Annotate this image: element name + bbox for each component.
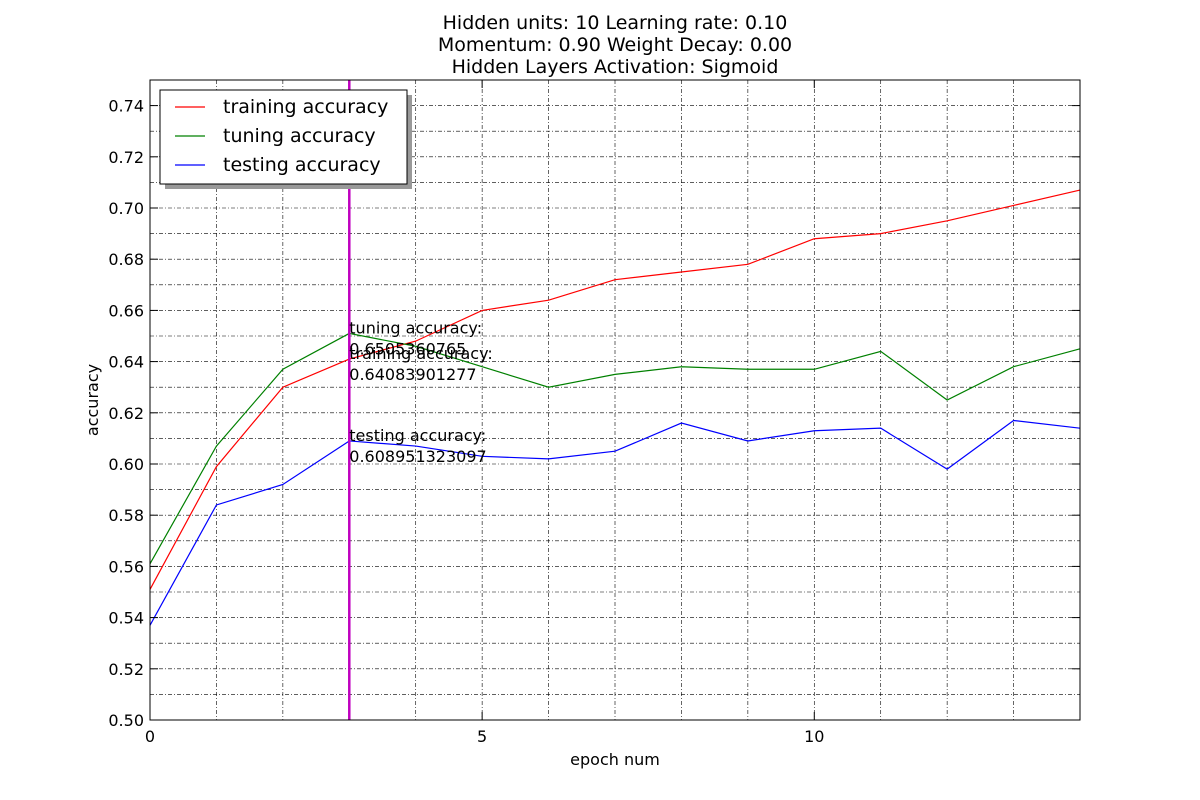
annotation-line: 0.64083901277 [349,365,476,384]
annotation-line: tuning accuracy: [349,318,482,337]
x-tick-label: 0 [145,727,155,746]
chart-title: Hidden units: 10 Learning rate: 0.10 Mom… [438,12,792,78]
y-tick-label: 0.62 [108,404,144,423]
y-tick-label: 0.50 [108,711,144,730]
annotation-text: training accuracy: 0.64083901277 [349,344,492,384]
y-tick-label: 0.72 [108,148,144,167]
legend-box [159,89,408,185]
y-tick-label: 0.52 [108,660,144,679]
series-lines [149,189,1081,626]
x-tick-label: 10 [804,727,824,746]
series-line-testing-accuracy [149,419,1081,626]
y-axis-label: accuracy [83,364,102,436]
y-tick-label: 0.54 [108,609,144,628]
y-tick-label: 0.68 [108,250,144,269]
y-tick-label: 0.70 [108,199,144,218]
legend-label: training accuracy [223,96,388,118]
series-line-training-accuracy [149,189,1081,590]
y-tick-label: 0.58 [108,506,144,525]
legend-label: tuning accuracy [223,125,376,147]
annotation-line: testing accuracy: [349,426,486,445]
chart-title-line-1: Hidden units: 10 Learning rate: 0.10 [443,12,788,34]
y-tick-label: 0.60 [108,455,144,474]
annotation-text: tuning accuracy: 0.6505360765 [349,318,482,358]
y-tick-label: 0.74 [108,97,144,116]
legend-label: testing accuracy [223,154,381,176]
annotation-line: 0.6505360765 [349,339,466,358]
annotation-line: 0.608951323097 [349,447,486,466]
chart-title-line-2: Momentum: 0.90 Weight Decay: 0.00 [438,34,792,56]
y-tick-label: 0.64 [108,353,144,372]
axis-ticks: 0 5 10 0.50 0.52 0.54 0.56 0.58 0.60 0.62 0.64 0.66… [108,80,1080,746]
legend: training accuracy tuning accuracy testing … [159,89,412,189]
chart-title-line-3: Hidden Layers Activation: Sigmoid [452,56,779,78]
series-line-tuning-accuracy [149,332,1081,565]
annotation-line: training accuracy: [349,344,492,363]
x-axis-label: epoch num [570,750,660,769]
annotation-text: testing accuracy: 0.608951323097 [349,426,486,466]
y-tick-label: 0.56 [108,557,144,576]
plot-frame [149,79,1081,721]
x-tick-label: 5 [477,727,487,746]
y-tick-label: 0.66 [108,301,144,320]
